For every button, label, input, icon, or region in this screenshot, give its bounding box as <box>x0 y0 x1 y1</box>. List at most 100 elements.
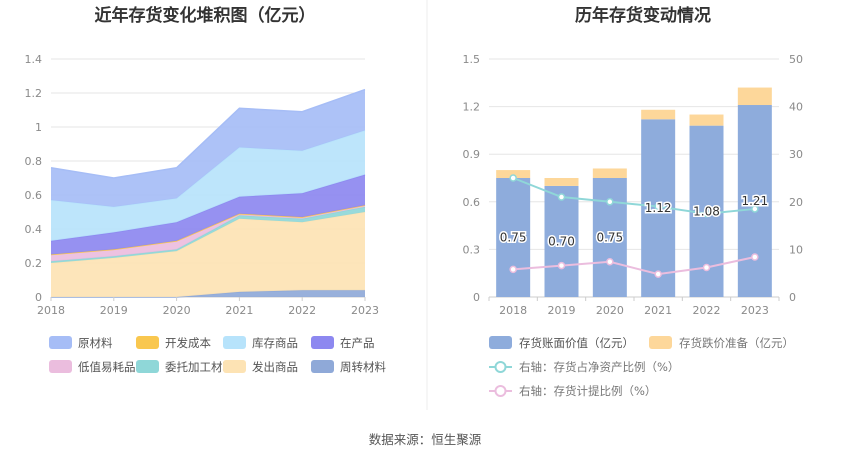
legend-swatch <box>136 336 159 349</box>
legend-label: 原材料 <box>78 336 113 350</box>
y2-tick-label: 50 <box>789 53 803 66</box>
x-tick-label: 2020 <box>596 304 624 317</box>
right-y-axis-right: 0 10 20 30 40 50 <box>789 53 803 304</box>
area-委托加工材料 <box>51 206 365 263</box>
x-tick-label: 2022 <box>693 304 721 317</box>
legend-label: 右轴：存货计提比例（%） <box>519 384 656 398</box>
bar-存货跌价准备（亿元） <box>592 168 627 178</box>
left-area-series <box>50 88 366 298</box>
legend-swatch <box>311 336 334 349</box>
legend-label: 开发成本 <box>165 336 211 350</box>
y-tick-label: 1.4 <box>25 53 43 66</box>
legend-item[interactable]: 右轴：存货占净资产比例（%） <box>489 360 679 374</box>
y2-tick-label: 20 <box>789 196 803 209</box>
line-右轴：存货占净资产比例（%） <box>512 177 755 215</box>
x-tick-label: 2019 <box>548 304 576 317</box>
left-x-axis: 2018 2019 2020 2021 2022 2023 <box>37 297 379 317</box>
legend-label: 委托加工材料 <box>165 360 234 374</box>
legend-label: 存货跌价准备（亿元） <box>679 336 794 350</box>
y2-tick-label: 40 <box>789 101 803 114</box>
area-周转材料 <box>51 290 365 297</box>
x-tick-label: 2022 <box>288 304 316 317</box>
legend-swatch <box>223 336 246 349</box>
right-data-labels: 0.75 0.70 0.75 1.12 1.08 1.21 <box>498 193 769 250</box>
legend-swatch-marker <box>494 361 507 373</box>
line-右轴：存货计提比例（%） <box>513 256 756 276</box>
line-point <box>751 205 759 213</box>
right-bar-series <box>496 87 772 297</box>
legend-label: 低值易耗品 <box>78 360 136 374</box>
area-原材料 <box>51 89 365 207</box>
y2-tick-label: 30 <box>789 148 803 161</box>
bar-value-label: 1.08 <box>693 204 720 218</box>
y-tick-label: 1.2 <box>463 101 481 114</box>
right-y-axis-left: 0 0.3 0.6 0.9 1.2 1.5 <box>463 53 481 304</box>
legend-label: 在产品 <box>340 336 375 350</box>
legend-label: 右轴：存货占净资产比例（%） <box>519 360 679 374</box>
y2-tick-label: 10 <box>789 243 803 256</box>
line-point <box>751 253 759 261</box>
bar-存货账面价值（亿元） <box>737 105 772 297</box>
x-tick-label: 2021 <box>225 304 253 317</box>
bar-value-label: 1.21 <box>741 194 768 208</box>
x-tick-label: 2018 <box>37 304 65 317</box>
x-tick-label: 2023 <box>351 304 379 317</box>
y-tick-label: 0.6 <box>25 189 43 202</box>
left-chart-title: 近年存货变化堆积图（亿元） <box>95 5 316 26</box>
legend-item[interactable]: 发出商品 <box>223 360 298 374</box>
bar-存货跌价准备（亿元） <box>737 87 772 106</box>
y-tick-label: 0.3 <box>463 243 481 256</box>
right-x-axis: 2018 2019 2020 2021 2022 2023 <box>488 297 780 317</box>
line-point <box>557 261 566 270</box>
y-tick-label: 0.9 <box>463 148 481 161</box>
y-tick-label: 0.8 <box>25 155 43 168</box>
legend-label: 发出商品 <box>252 360 298 374</box>
bar-value-label: 0.75 <box>596 231 623 245</box>
bar-存货跌价准备（亿元） <box>544 178 579 186</box>
legend-item[interactable]: 委托加工材料 <box>136 360 234 374</box>
legend-item[interactable]: 开发成本 <box>136 336 211 350</box>
y-tick-label: 1.5 <box>463 53 481 66</box>
bar-value-label: 0.70 <box>548 234 575 248</box>
data-source-note: 数据来源：恒生聚源 <box>369 432 482 447</box>
bar-line-chart: 历年存货变动情况 0.75 0.70 0.75 1.12 1.08 1.21 0 0.3 0.… <box>463 5 804 398</box>
legend-item[interactable]: 存货账面价值（亿元） <box>489 336 634 350</box>
legend-item[interactable]: 低值易耗品 <box>49 360 136 374</box>
legend-item[interactable]: 周转材料 <box>311 360 386 374</box>
y-tick-label: 0.4 <box>25 223 43 236</box>
legend-item[interactable]: 库存商品 <box>223 336 298 350</box>
area-低值易耗品 <box>51 205 365 262</box>
bar-存货账面价值（亿元） <box>592 178 627 297</box>
legend-item[interactable]: 在产品 <box>311 336 375 350</box>
bar-存货跌价准备（亿元） <box>641 109 676 120</box>
line-point <box>509 174 517 182</box>
legend-item[interactable]: 存货跌价准备（亿元） <box>649 336 794 350</box>
y-tick-label: 0 <box>473 291 480 304</box>
x-tick-label: 2021 <box>644 304 672 317</box>
legend-label: 库存商品 <box>252 336 298 350</box>
y-tick-label: 1.2 <box>25 87 43 100</box>
legend-swatch <box>311 360 334 373</box>
stacked-area-chart: 近年存货变化堆积图（亿元） 00.20.40.60.811.21.4 2018 2… <box>25 5 387 374</box>
y2-tick-label: 0 <box>789 291 796 304</box>
area-发出商品 <box>51 212 365 297</box>
right-line-series <box>509 174 759 278</box>
line-point <box>702 209 711 218</box>
left-y-axis: 0 0.2 0.4 0.6 0.8 1 1.2 1.4 <box>25 53 43 304</box>
legend-swatch <box>49 336 72 349</box>
y-tick-label: 0 <box>35 291 42 304</box>
bar-value-label: 0.75 <box>500 231 527 245</box>
bar-存货跌价准备（亿元） <box>689 114 724 126</box>
x-tick-label: 2019 <box>100 304 128 317</box>
legend-item[interactable]: 右轴：存货计提比例（%） <box>489 384 656 398</box>
line-point <box>606 198 614 206</box>
right-legend: 存货账面价值（亿元） 存货跌价准备（亿元）右轴：存货占净资产比例（%） 右轴：存货计… <box>489 336 794 398</box>
bar-存货账面价值（亿元） <box>496 178 531 297</box>
legend-label: 周转材料 <box>340 360 386 374</box>
legend-item[interactable]: 原材料 <box>49 336 113 350</box>
y-tick-label: 1 <box>35 121 42 134</box>
legend-swatch <box>223 360 246 373</box>
area-库存商品 <box>51 130 365 241</box>
